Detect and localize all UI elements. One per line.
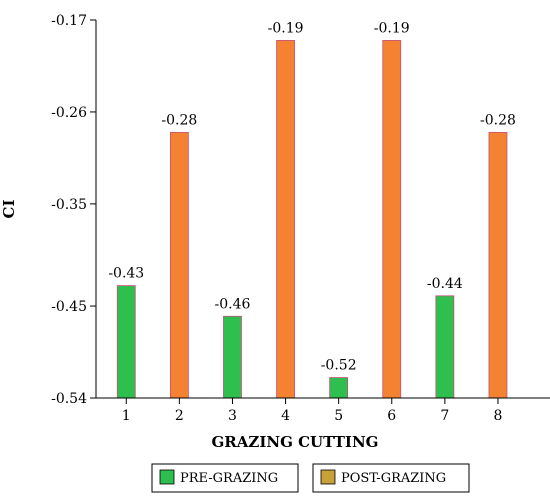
y-axis-title: CI (0, 200, 18, 219)
bar-7 (435, 295, 455, 399)
x-tick-label: 7 (440, 408, 449, 424)
legend-swatch (159, 469, 175, 485)
legend-label: PRE-GRAZING (180, 471, 278, 486)
x-tick-label: 5 (334, 408, 343, 424)
bar-8 (488, 131, 508, 399)
y-tick-label: -0.54 (51, 391, 87, 407)
y-tick-label: -0.45 (51, 299, 87, 315)
x-axis-title: GRAZING CUTTING (212, 433, 379, 451)
bar-3 (223, 315, 242, 399)
bar-6 (382, 40, 402, 399)
legend: PRE-GRAZING POST-GRAZING (151, 463, 470, 493)
legend-box (312, 463, 470, 493)
bar-4 (276, 40, 295, 399)
legend-swatch (320, 469, 336, 485)
data-label-5: -0.52 (321, 358, 357, 374)
x-axis-ticks: 1 2 3 4 5 6 7 8 (122, 398, 503, 424)
legend-label: POST-GRAZING (341, 471, 446, 486)
data-label-1: -0.43 (108, 266, 144, 282)
data-label-4: -0.19 (268, 20, 304, 36)
bar-2 (169, 131, 189, 399)
y-tick-label: -0.35 (51, 197, 87, 213)
data-label-2: -0.28 (161, 112, 197, 128)
x-tick-label: 1 (122, 408, 131, 424)
data-label-8: -0.28 (480, 112, 516, 128)
bars (116, 40, 508, 399)
x-tick-label: 4 (281, 408, 290, 424)
legend-box (151, 463, 299, 493)
bar-1 (116, 285, 136, 399)
data-label-3: -0.46 (215, 296, 251, 312)
x-tick-label: 2 (175, 408, 184, 424)
y-tick-label: -0.17 (51, 13, 87, 29)
data-label-6: -0.19 (374, 20, 410, 36)
x-tick-label: 8 (494, 408, 503, 424)
data-labels: -0.43 -0.28 -0.46 -0.19 -0.52 -0.19 -0.44 -0.28 (108, 20, 516, 373)
y-tick-label: -0.26 (51, 105, 87, 121)
y-axis-ticks: -0.17 -0.26 -0.35 -0.45 -0.54 (51, 13, 96, 407)
x-tick-label: 3 (228, 408, 237, 424)
data-label-7: -0.44 (427, 276, 463, 292)
bar-5 (329, 377, 349, 399)
x-tick-label: 6 (387, 408, 396, 424)
